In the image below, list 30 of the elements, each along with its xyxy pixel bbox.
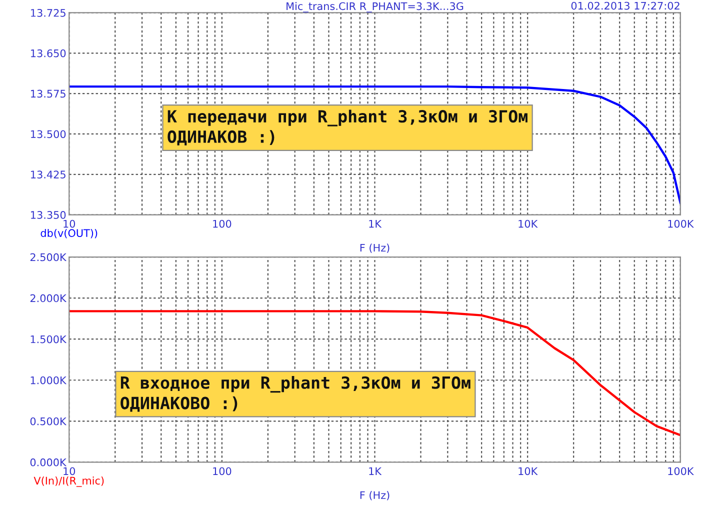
x-tick-label: 100 bbox=[213, 467, 232, 476]
annotation: R входное при R_phant 3,3кОм и 3ГОм ОДИНАКОВО :) bbox=[120, 376, 470, 412]
annotation: К передачи при R_phant 3,3кОм и 3ГОм ОДИНАКОВ :) bbox=[168, 110, 528, 146]
y-tick-label: 2.500K bbox=[30, 253, 67, 262]
y-tick-label: 13.650 bbox=[31, 49, 66, 58]
y-tick-label: 13.725 bbox=[31, 8, 66, 17]
y-axis-title: db(v(OUT)) bbox=[40, 228, 98, 238]
x-tick-label: 1K bbox=[369, 220, 382, 228]
y-tick-label: 13.425 bbox=[31, 170, 66, 178]
y-tick-label: 1.000K bbox=[30, 376, 67, 384]
x-tick-label: 10K bbox=[518, 220, 538, 228]
text: 01.02.2013 17:27:02 bbox=[571, 2, 680, 10]
y-tick-label: 0.500K bbox=[30, 417, 67, 426]
x-tick-label: 10K bbox=[518, 467, 538, 476]
x-axis-title: F (Hz) bbox=[360, 244, 390, 253]
x-tick-label: 100K bbox=[668, 220, 694, 228]
y-tick-label: 13.500 bbox=[31, 130, 66, 138]
y-tick-label: 0.000K bbox=[30, 458, 67, 466]
y-tick-label: 2.000K bbox=[30, 294, 67, 302]
x-tick-label: 100K bbox=[668, 467, 694, 476]
chart-title: Mic_trans.CIR R_PHANT=3.3K...3G bbox=[286, 2, 464, 12]
x-tick-label: 10 bbox=[64, 220, 76, 228]
y-tick-label: 13.575 bbox=[31, 90, 66, 98]
y-axis-title: V(In)/I(R_mic) bbox=[34, 476, 104, 487]
y-tick-label: 13.350 bbox=[31, 211, 66, 219]
x-axis-title: F (Hz) bbox=[360, 491, 390, 500]
x-tick-label: 10 bbox=[64, 467, 76, 476]
x-tick-label: 100 bbox=[213, 220, 232, 228]
x-tick-label: 1K bbox=[369, 467, 382, 475]
y-tick-label: 1.500K bbox=[30, 335, 67, 344]
